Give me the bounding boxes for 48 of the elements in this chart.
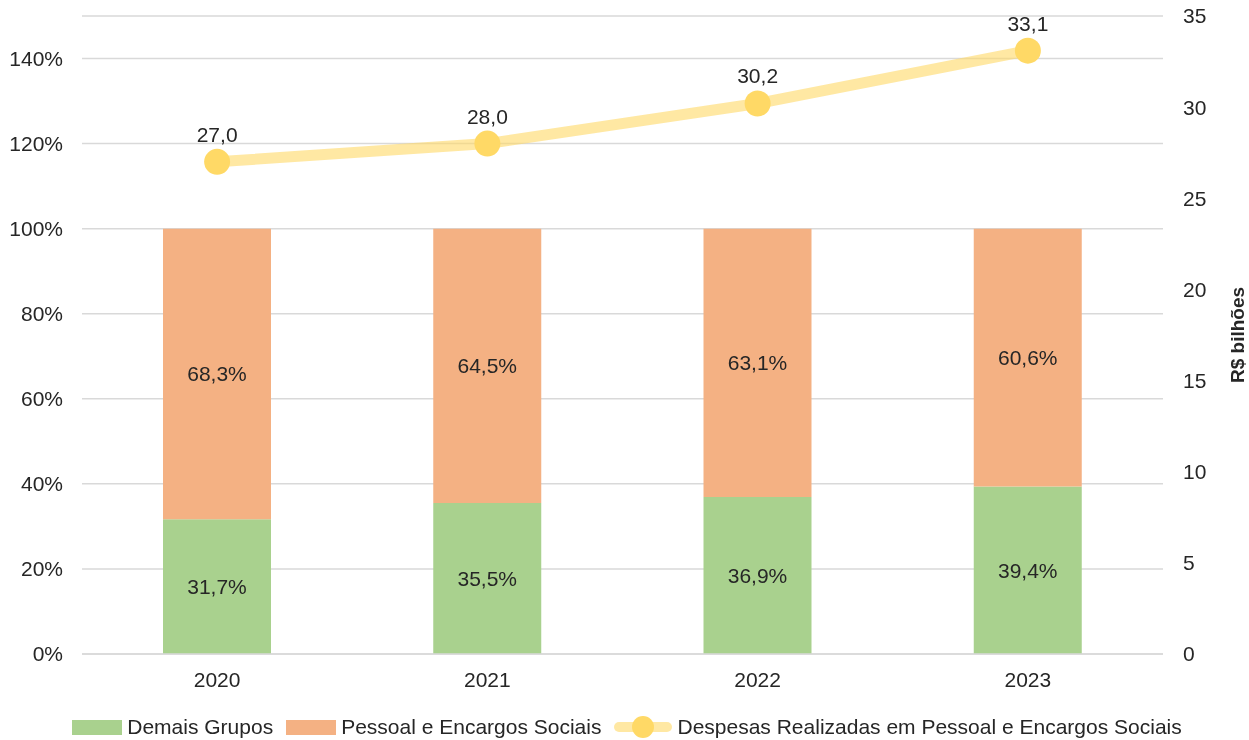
legend-label: Pessoal e Encargos Sociais (341, 714, 602, 740)
y-tick-label: 20% (20, 557, 63, 581)
bar (973, 486, 1082, 654)
y2-tick-label: 15 (1183, 369, 1207, 393)
y-tick-label: 80% (20, 302, 63, 326)
y2-tick-label: 10 (1183, 460, 1207, 484)
data-label: 27,0 (196, 122, 238, 146)
x-tick-label: 2020 (193, 667, 241, 691)
data-label: 33,1 (1007, 11, 1049, 35)
bar (703, 228, 812, 498)
data-label: 31,7% (187, 575, 247, 599)
legend-label: Demais Grupos (127, 714, 274, 740)
y2-tick-label: 25 (1183, 186, 1207, 210)
y-tick-label: 60% (20, 387, 63, 411)
point (1014, 37, 1041, 64)
y-tick-label: 120% (9, 132, 63, 156)
point (744, 90, 771, 117)
data-label: 36,9% (727, 563, 788, 587)
x-tick-label: 2021 (464, 667, 511, 691)
data-label: 68,3% (187, 362, 247, 386)
bar (973, 228, 1082, 487)
y2-tick-label: 20 (1183, 277, 1207, 301)
point (204, 148, 231, 175)
x-tick-label: 2022 (734, 667, 781, 691)
bar (433, 503, 542, 654)
bar (433, 228, 542, 504)
y-tick-label: 40% (20, 472, 63, 496)
y2-axis-title: R$ bilhões (1226, 286, 1248, 384)
y2-tick-label: 5 (1183, 551, 1195, 575)
data-label: 64,5% (457, 354, 518, 378)
data-label: 63,1% (727, 351, 788, 375)
data-label: 28,0 (466, 104, 508, 128)
data-label: 30,2 (737, 64, 779, 88)
data-label: 35,5% (457, 566, 518, 590)
y2-tick-label: 35 (1183, 4, 1207, 28)
y-tick-label: 100% (9, 217, 63, 241)
bar (163, 228, 271, 520)
legend-label: Despesas Realizadas em Pessoal e Encargos Sociais (677, 714, 1182, 740)
data-label: 39,4% (997, 558, 1058, 582)
bar (703, 497, 812, 654)
point (474, 130, 501, 157)
y-tick-label: 0% (32, 642, 63, 666)
bar (163, 519, 271, 654)
y2-tick-label: 30 (1183, 95, 1207, 119)
y-tick-label: 140% (9, 46, 63, 70)
data-label: 60,6% (997, 346, 1058, 369)
y2-tick-label: 0 (1183, 642, 1195, 666)
x-tick-label: 2023 (1004, 667, 1052, 691)
